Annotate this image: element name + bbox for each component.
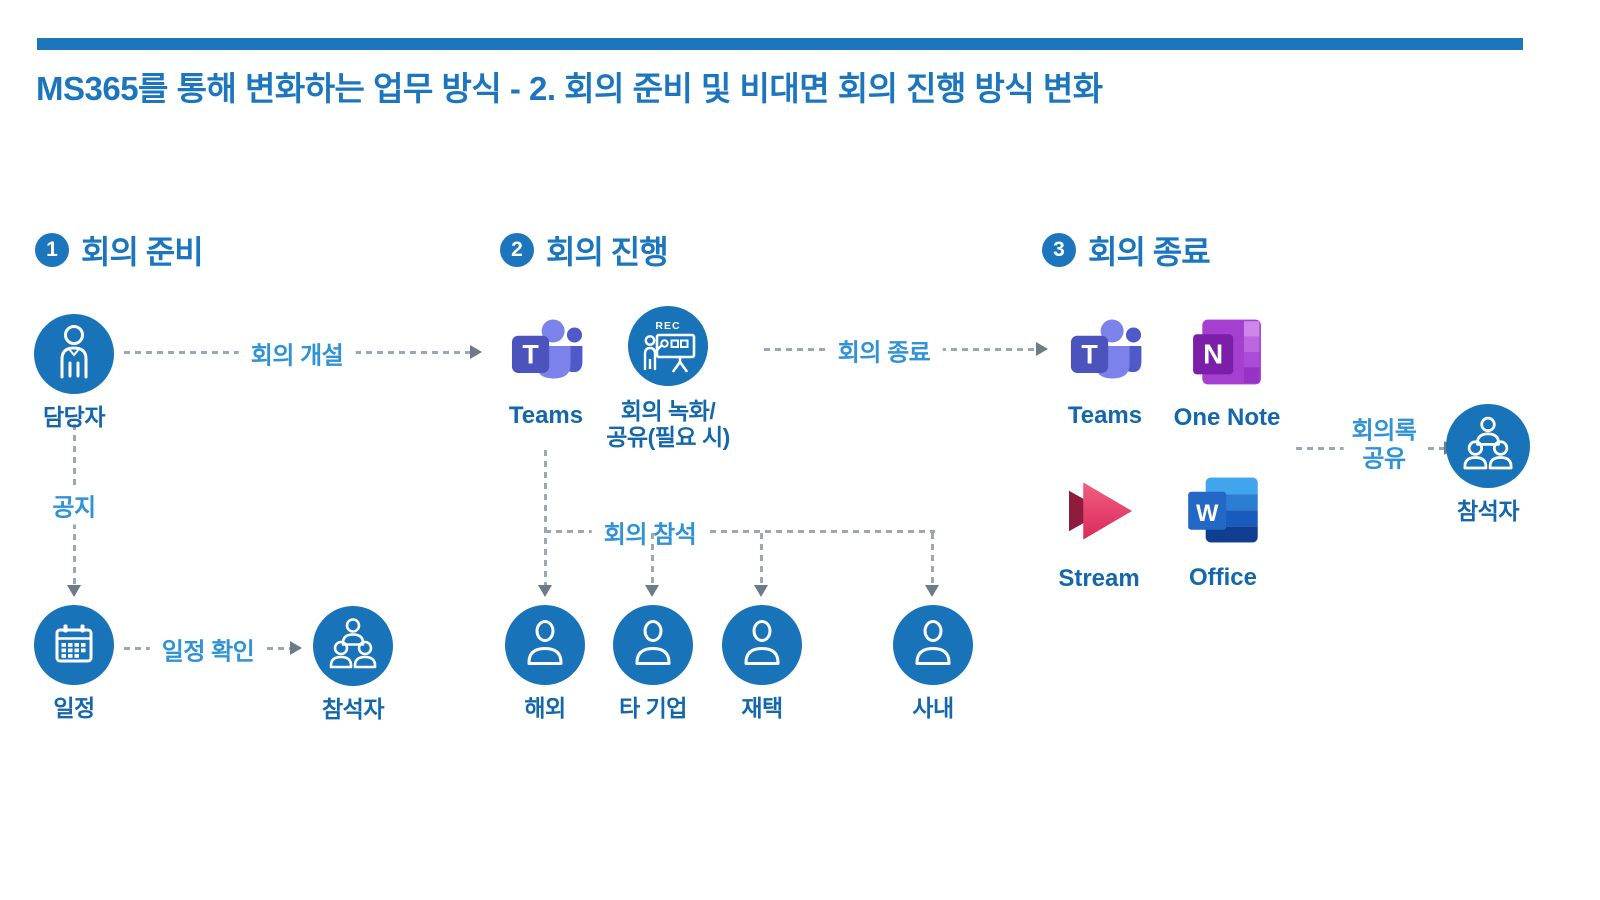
node-stream: Stream xyxy=(1058,477,1140,593)
node-label: 재택 xyxy=(741,695,783,721)
node-label: 회의 녹화/ 공유(필요 시) xyxy=(606,398,730,451)
header-accent-bar xyxy=(37,38,1523,50)
node-office: W Office xyxy=(1185,474,1261,592)
node-label: One Note xyxy=(1173,404,1281,431)
node-manager: 담당자 xyxy=(34,314,114,430)
node-label: 일정 xyxy=(53,695,95,721)
section-title: 회의 준비 xyxy=(81,234,204,270)
edge-line-join-main xyxy=(544,450,547,585)
node-label: Office xyxy=(1188,564,1257,591)
svg-text:N: N xyxy=(1203,339,1223,370)
node-label: Teams xyxy=(508,402,584,429)
node-label: 참석자 xyxy=(1457,498,1519,524)
edge-label-notice: 공지 xyxy=(40,485,108,525)
edge-label-end-meeting: 회의 종료 xyxy=(825,330,943,370)
page-title: MS365를 통해 변화하는 업무 방식 - 2. 회의 준비 및 비대면 회의… xyxy=(36,70,1103,107)
arrowhead-join-4 xyxy=(925,585,939,597)
node-label: 해외 xyxy=(524,695,566,721)
arrowhead-join-2 xyxy=(645,585,659,597)
person-bust-icon xyxy=(613,605,693,685)
word-icon: W xyxy=(1188,477,1258,543)
teams-icon: T xyxy=(1070,319,1142,379)
section-number-badge: 1 xyxy=(35,233,69,267)
node-attendees-end: 참석자 xyxy=(1446,404,1530,524)
arrowhead-create-meeting xyxy=(470,345,482,359)
svg-text:REC: REC xyxy=(655,320,680,332)
node-in-office: 사내 xyxy=(893,605,973,721)
section-title: 회의 종료 xyxy=(1088,234,1211,270)
person-bust-icon xyxy=(722,605,802,685)
node-remote: 재택 xyxy=(722,605,802,721)
edge-line-join-horizontal xyxy=(545,530,935,533)
svg-text:W: W xyxy=(1196,500,1219,527)
node-label: 담당자 xyxy=(43,404,105,430)
node-schedule: 일정 xyxy=(34,605,114,721)
edge-label-join-meeting: 회의 참석 xyxy=(591,512,709,552)
attendees-group-icon xyxy=(1446,404,1530,488)
arrowhead-notice xyxy=(67,585,81,597)
section-header-end: 3 회의 종료 xyxy=(1042,227,1211,273)
svg-text:T: T xyxy=(1081,339,1098,369)
person-bust-icon xyxy=(505,605,585,685)
teams-icon: T xyxy=(511,319,583,379)
node-overseas: 해외 xyxy=(505,605,585,721)
onenote-icon: N xyxy=(1193,319,1261,385)
node-label: Teams xyxy=(1067,402,1143,429)
arrowhead-check-schedule xyxy=(290,641,302,655)
arrowhead-end-meeting xyxy=(1036,342,1048,356)
node-label: 참석자 xyxy=(322,696,384,722)
edge-label-create-meeting: 회의 개설 xyxy=(238,333,356,373)
node-teams-end: T Teams xyxy=(1067,314,1143,430)
edge-line-join-drop-2 xyxy=(651,533,654,585)
rec-presentation-icon: REC xyxy=(628,306,708,386)
section-header-run: 2 회의 진행 xyxy=(500,227,669,273)
edge-line-join-drop-4 xyxy=(931,533,934,585)
section-number-badge: 2 xyxy=(500,233,534,267)
node-label: 사내 xyxy=(912,695,954,721)
node-label: Stream xyxy=(1058,565,1140,592)
calendar-icon xyxy=(34,605,114,685)
attendees-group-icon xyxy=(313,606,393,686)
svg-text:T: T xyxy=(522,339,539,369)
arrowhead-join-1 xyxy=(538,585,552,597)
node-attendees-prep: 참석자 xyxy=(313,606,393,722)
section-title: 회의 진행 xyxy=(546,234,669,270)
node-recording: REC 회의 녹화/ 공유(필요 시) xyxy=(606,306,730,451)
section-header-prep: 1 회의 준비 xyxy=(35,227,204,273)
node-label: 타 기업 xyxy=(619,695,687,721)
stream-icon xyxy=(1069,482,1132,540)
person-bust-icon xyxy=(893,605,973,685)
person-icon xyxy=(34,314,114,394)
section-number-badge: 3 xyxy=(1042,233,1076,267)
node-onenote: N One Note xyxy=(1174,316,1280,432)
edge-label-share-minutes: 회의록 공유 xyxy=(1343,415,1425,475)
edge-line-join-drop-3 xyxy=(760,533,763,585)
node-teams-run: T Teams xyxy=(508,314,584,430)
edge-label-check-schedule: 일정 확인 xyxy=(149,629,267,669)
node-other-company: 타 기업 xyxy=(613,605,693,721)
arrowhead-join-3 xyxy=(754,585,768,597)
